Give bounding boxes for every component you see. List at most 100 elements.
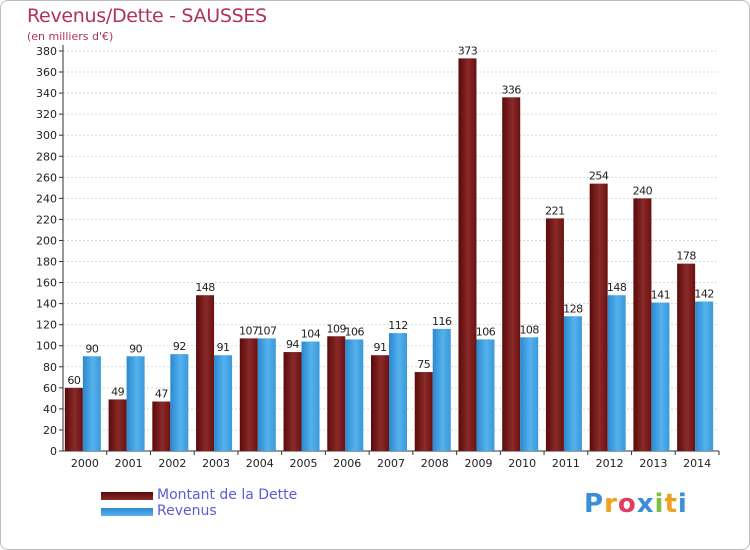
revenue-bar: [214, 355, 233, 451]
debt-bar: [371, 355, 389, 451]
revenue-bar: [170, 354, 189, 451]
x-tick-label: 2000: [71, 457, 99, 470]
y-tick-label: 160: [36, 277, 57, 290]
x-tick-label: 2001: [115, 457, 143, 470]
logo-letter: i: [677, 489, 688, 519]
data-label: 142: [694, 288, 714, 301]
y-tick-label: 100: [36, 340, 57, 353]
debt-bar: [545, 218, 564, 451]
data-label: 94: [286, 338, 299, 351]
data-label: 112: [388, 319, 408, 332]
debt-bar: [108, 399, 127, 451]
debt-bar: [414, 372, 433, 451]
data-label: 107: [257, 324, 277, 337]
data-label: 221: [545, 204, 565, 217]
revenue-bar: [563, 316, 582, 451]
chart-title: Revenus/Dette - SAUSSES: [27, 5, 267, 27]
y-tick-label: 140: [36, 298, 57, 311]
revenue-bar: [257, 338, 276, 451]
data-label: 373: [458, 44, 478, 57]
y-tick-label: 300: [36, 129, 57, 142]
data-label: 178: [676, 250, 696, 263]
revenue-bar: [389, 333, 407, 451]
data-label: 107: [239, 324, 259, 337]
debt-bar: [677, 263, 696, 451]
proxiti-logo: Proxiti: [584, 489, 688, 519]
y-tick-label: 80: [43, 361, 57, 374]
debt-bar: [327, 336, 346, 451]
y-tick-label: 180: [36, 256, 57, 269]
data-label: 47: [155, 388, 168, 401]
logo-letter: t: [664, 489, 678, 519]
debt-bar: [64, 387, 83, 451]
revenue-bar: [432, 328, 451, 451]
y-tick-label: 340: [36, 87, 57, 100]
legend-swatch-debt: [101, 492, 153, 500]
y-tick-label: 40: [43, 403, 57, 416]
y-tick-label: 360: [36, 66, 57, 79]
revenue-bar: [476, 339, 495, 451]
y-tick-label: 380: [36, 45, 57, 58]
debt-bar: [458, 58, 477, 452]
debt-bar: [152, 401, 171, 451]
y-tick-label: 320: [36, 108, 57, 121]
debt-bar: [633, 198, 652, 451]
revenue-bar: [345, 339, 364, 451]
y-tick-label: 120: [36, 319, 57, 332]
y-tick-label: 240: [36, 192, 57, 205]
debt-bar: [502, 97, 521, 451]
data-label: 91: [374, 341, 387, 354]
x-tick-label: 2005: [290, 457, 318, 470]
x-tick-label: 2010: [508, 457, 536, 470]
data-label: 141: [651, 289, 671, 302]
x-tick-label: 2003: [202, 457, 230, 470]
y-tick-label: 260: [36, 171, 57, 184]
logo-letter: P: [584, 489, 605, 519]
y-tick-label: 20: [43, 424, 57, 437]
data-label: 90: [85, 342, 98, 355]
data-label: 336: [501, 83, 521, 96]
data-label: 104: [301, 328, 321, 341]
y-tick-label: 280: [36, 150, 57, 163]
y-tick-label: 200: [36, 234, 57, 247]
data-label: 49: [111, 385, 124, 398]
revenue-bar: [520, 337, 539, 451]
legend-label-debt: Montant de la Dette: [157, 487, 298, 503]
revenue-bar: [607, 295, 626, 451]
x-tick-label: 2014: [683, 457, 711, 470]
legend-label-revenue: Revenus: [157, 503, 217, 519]
debt-bar: [196, 295, 215, 451]
bars: [64, 58, 714, 452]
data-label: 92: [173, 340, 186, 353]
data-label: 116: [432, 315, 452, 328]
debt-bar: [239, 338, 258, 451]
revenue-bar: [82, 356, 101, 451]
y-tick-label: 0: [50, 445, 57, 458]
x-tick-label: 2004: [246, 457, 274, 470]
x-tick-label: 2009: [464, 457, 492, 470]
data-label: 108: [519, 323, 539, 336]
revenue-bar: [301, 341, 320, 451]
x-tick-label: 2011: [552, 457, 580, 470]
x-tick-label: 2002: [158, 457, 186, 470]
data-label: 91: [217, 341, 230, 354]
logo-letter: i: [654, 489, 665, 519]
x-tick-label: 2012: [596, 457, 624, 470]
logo-letter: o: [617, 489, 637, 519]
legend-swatch-revenue: [101, 508, 153, 516]
y-tick-label: 60: [43, 382, 57, 395]
revenue-bar: [126, 356, 145, 451]
chart-subtitle: (en milliers d'€): [27, 30, 114, 43]
data-label: 75: [417, 358, 430, 371]
y-tick-label: 220: [36, 213, 57, 226]
data-label: 148: [607, 281, 627, 294]
data-label: 109: [327, 322, 347, 335]
data-label: 90: [129, 342, 142, 355]
data-label: 148: [195, 281, 215, 294]
x-tick-label: 2008: [421, 457, 449, 470]
logo-letter: x: [636, 489, 655, 519]
data-label: 240: [633, 184, 653, 197]
